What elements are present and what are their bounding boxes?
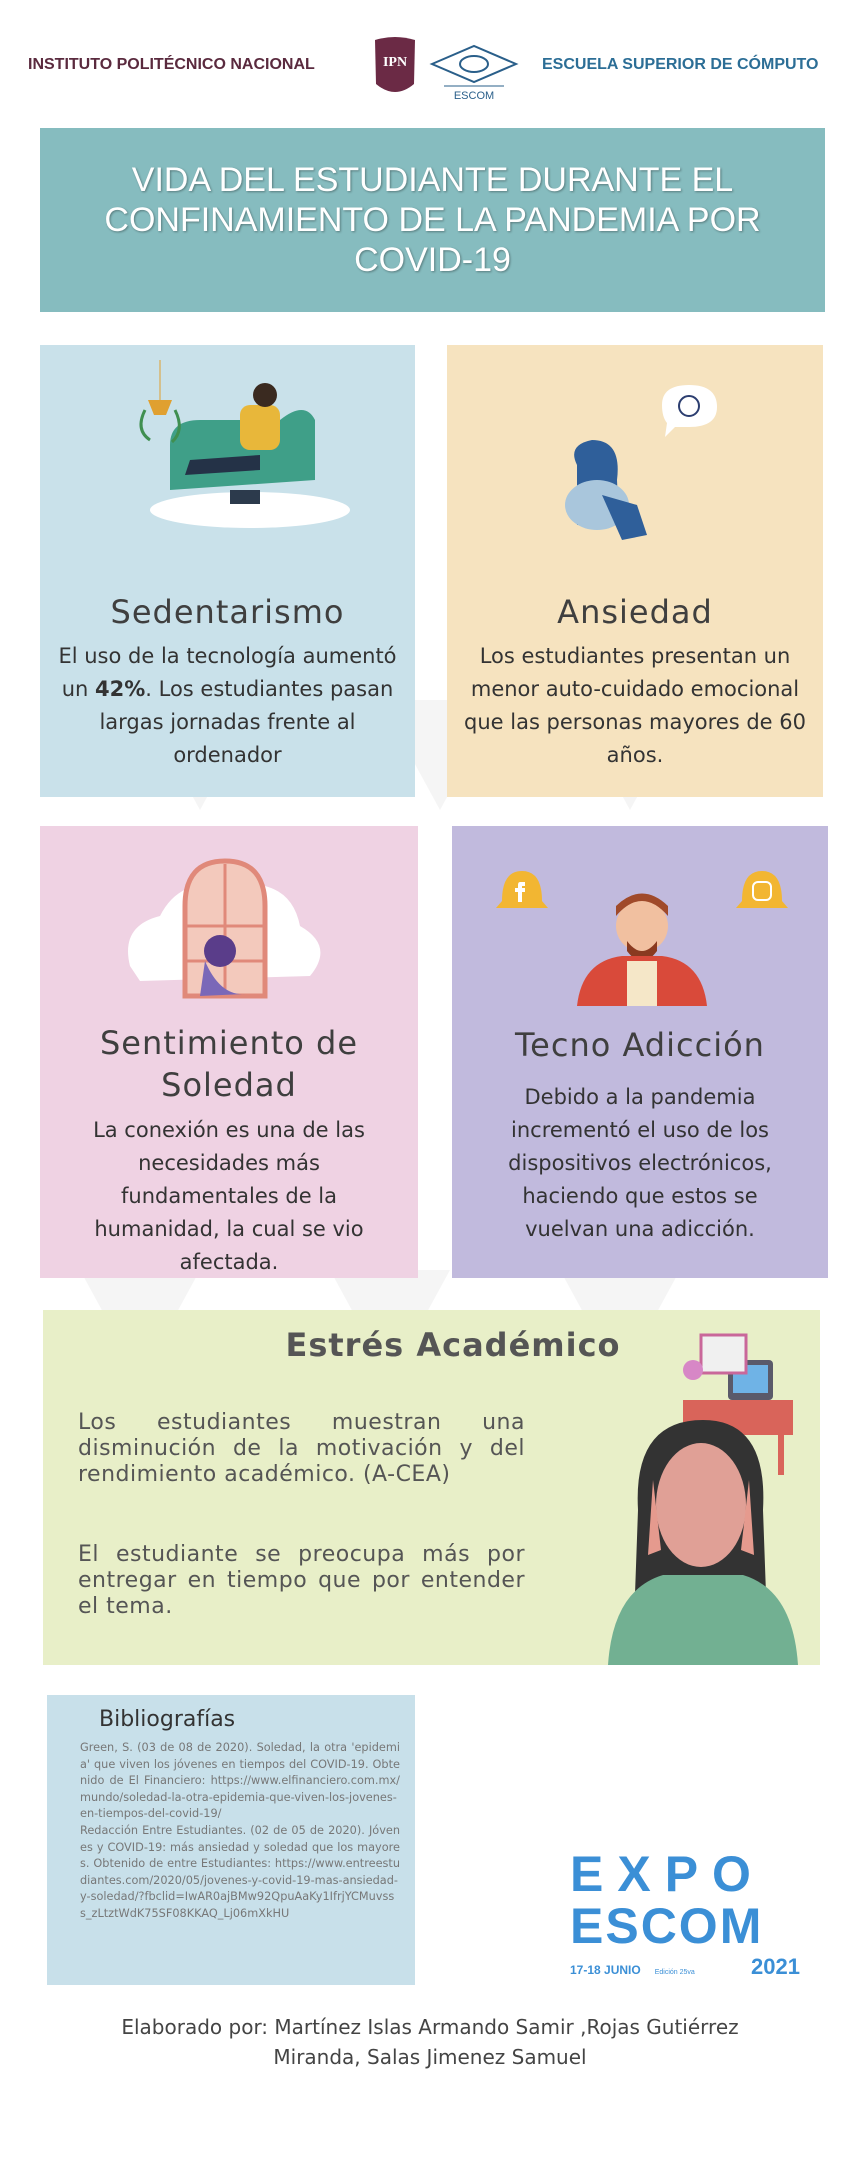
card-title: Estrés Académico: [285, 1326, 621, 1364]
person-on-couch-illustration: [139, 360, 350, 528]
svg-text:ESCOM: ESCOM: [454, 90, 494, 102]
card-text: Los estudiantes presentan un menor auto-…: [464, 644, 806, 767]
stress-paragraph-1: Los estudiantes muestran una disminución…: [78, 1410, 525, 1487]
person-with-notifications-illustration: [496, 871, 788, 1006]
card-tecno-adiccion: Tecno Adicción Debido a la pandemia incr…: [452, 826, 828, 1278]
bibliography-title: Bibliografías: [99, 1707, 236, 1732]
page-title: VIDA DEL ESTUDIANTE DURANTE EL CONFINAMI…: [104, 161, 761, 279]
svg-text:IPN: IPN: [383, 55, 407, 70]
credits-text: Elaborado por: Martínez Islas Armando Sa…: [121, 2015, 739, 2069]
person-at-window-illustration: [128, 858, 321, 999]
expo-line1: EXPO: [570, 1846, 765, 1902]
escom-name: ESCUELA SUPERIOR DE CÓMPUTO: [542, 56, 819, 73]
expo-dates: 17-18 JUNIO: [570, 1963, 641, 1977]
card-title: Ansiedad: [557, 593, 713, 631]
ipn-name: INSTITUTO POLITÉCNICO NACIONAL: [28, 56, 315, 73]
bibliography-box: Bibliografías Green, S. (03 de 08 de 202…: [47, 1695, 415, 1985]
card-ansiedad: Ansiedad Los estudiantes presentan un me…: [447, 345, 823, 797]
card-soledad: Sentimiento de Soledad La conexión es un…: [40, 826, 418, 1278]
expo-escom-logo: EXPO ESCOM 17-18 JUNIO Edición 25va 2021: [570, 1848, 820, 1986]
ipn-logo: IPN: [370, 34, 420, 100]
card-title: Sentimiento de Soledad: [99, 1024, 359, 1104]
title-banner: VIDA DEL ESTUDIANTE DURANTE EL CONFINAMI…: [40, 128, 825, 312]
card-title: Sedentarismo: [110, 593, 345, 631]
card-sedentarismo: Sedentarismo El uso de la tecnología aum…: [40, 345, 415, 797]
stressed-student-illustration: [608, 1333, 798, 1665]
card-text: El uso de la tecnología aumentó un 42%. …: [58, 644, 397, 767]
bibliography-entry: Green, S. (03 de 08 de 2020). Soledad, l…: [80, 1741, 400, 1821]
expo-line2: ESCOM: [570, 1898, 764, 1954]
card-title: Tecno Adicción: [515, 1026, 765, 1064]
escom-logo: ESCOM: [428, 36, 520, 102]
stress-paragraph-2: El estudiante se preocupa más por entreg…: [78, 1542, 525, 1619]
card-text: Debido a la pandemia incrementó el uso d…: [508, 1085, 772, 1241]
anxious-person-illustration: [565, 385, 717, 540]
card-text: La conexión es una de las necesidades má…: [93, 1118, 365, 1274]
bibliography-entry: Redacción Entre Estudiantes. (02 de 05 d…: [80, 1823, 400, 1920]
highlight-percent: 42%: [95, 677, 146, 701]
expo-edition: Edición 25va: [654, 1969, 695, 1976]
expo-year: 2021: [751, 1954, 800, 1979]
card-estres-academico: Estrés Académico Los estudiantes muestra…: [43, 1310, 820, 1665]
